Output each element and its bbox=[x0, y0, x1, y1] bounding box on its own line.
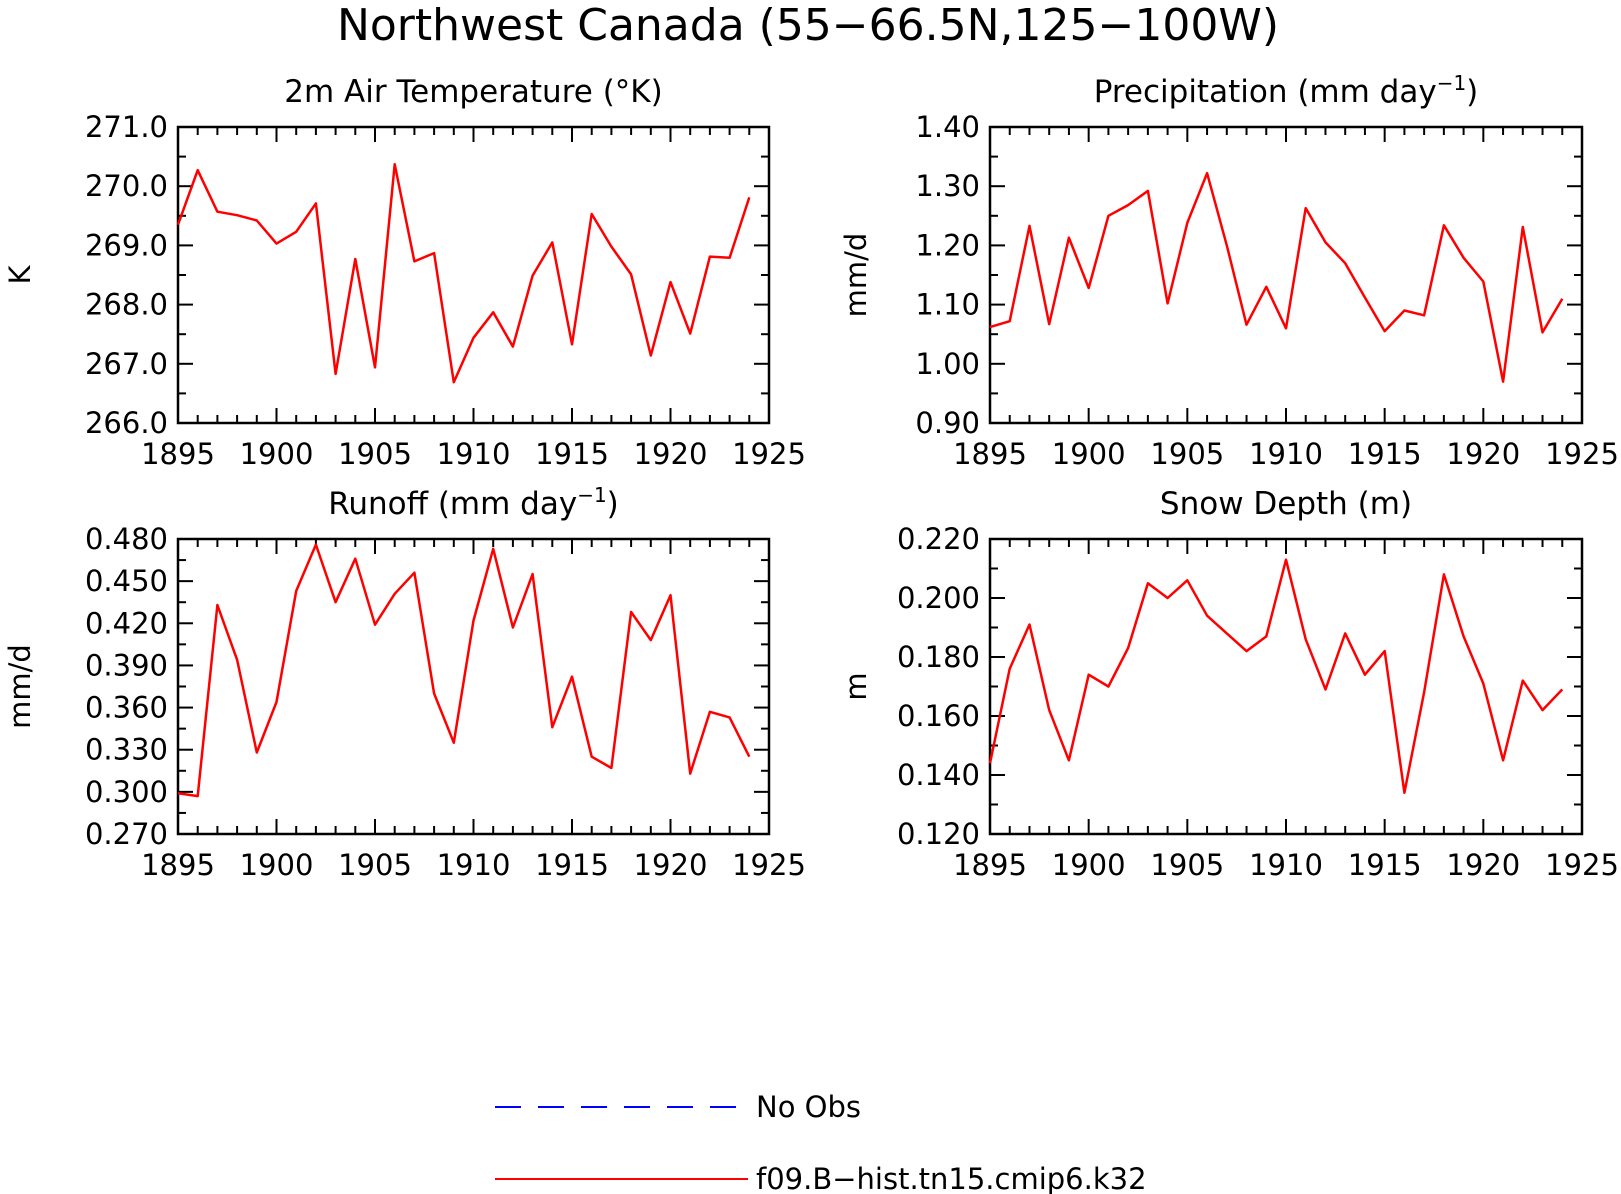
legend-model-label: f09.B−hist.tn15.cmip6.k32 bbox=[756, 1162, 1147, 1194]
x-tick-label: 1920 bbox=[1446, 848, 1520, 882]
y-tick-label: 0.480 bbox=[85, 522, 168, 556]
chart-title: Runoff (mm day−1) bbox=[328, 483, 619, 522]
y-tick-label: 0.90 bbox=[915, 406, 980, 440]
x-tick-label: 1920 bbox=[634, 848, 708, 882]
x-tick-label: 1915 bbox=[535, 437, 609, 471]
x-tick-label: 1915 bbox=[1348, 848, 1422, 882]
plot-frame bbox=[988, 537, 1584, 836]
x-tick-label: 1905 bbox=[338, 437, 412, 471]
plot-frame bbox=[988, 125, 1584, 425]
x-tick-label: 1905 bbox=[1150, 437, 1224, 471]
y-tick-label: 0.270 bbox=[85, 817, 168, 851]
y-tick-label: 0.420 bbox=[85, 606, 168, 640]
plot-frame bbox=[176, 125, 771, 425]
y-tick-label: 0.160 bbox=[897, 699, 980, 733]
chart-title: Snow Depth (m) bbox=[1160, 486, 1412, 522]
x-tick-label: 1895 bbox=[141, 848, 215, 882]
figure-title: Northwest Canada (55−66.5N,125−100W) bbox=[337, 0, 1279, 51]
y-tick-label: 270.0 bbox=[85, 169, 168, 203]
y-tick-label: 0.360 bbox=[85, 691, 168, 725]
y-tick-label: 0.180 bbox=[897, 640, 980, 674]
y-tick-label: 0.120 bbox=[897, 817, 980, 851]
chart-title: 2m Air Temperature (°K) bbox=[284, 74, 662, 110]
x-tick-label: 1895 bbox=[141, 437, 215, 471]
series-line-1 bbox=[177, 543, 751, 798]
chart-panel-4: Snow Depth (m) 1895 1900 1905 1910 1915 1920 19… bbox=[839, 486, 1619, 882]
y-axis-label: mm/d bbox=[3, 644, 37, 729]
y-tick-label: 1.40 bbox=[915, 110, 980, 144]
y-tick-label: 0.390 bbox=[85, 648, 168, 682]
x-tick-label: 1925 bbox=[732, 437, 806, 471]
y-axis-label: m bbox=[839, 672, 873, 700]
x-tick-label: 1900 bbox=[1052, 848, 1126, 882]
legend-obs-label: No Obs bbox=[756, 1090, 861, 1124]
x-tick-label: 1925 bbox=[732, 848, 806, 882]
x-tick-label: 1910 bbox=[437, 848, 511, 882]
chart-panel-2: Precipitation (mm day−1) 1895 1900 1905 1910… bbox=[839, 71, 1619, 471]
series-line-1 bbox=[989, 171, 1564, 383]
x-tick-label: 1925 bbox=[1545, 437, 1619, 471]
panels: 2m Air Temperature (°K) 1895 1900 1905 1910 1… bbox=[3, 71, 1619, 882]
x-tick-label: 1900 bbox=[240, 848, 314, 882]
y-tick-label: 267.0 bbox=[85, 347, 168, 381]
y-tick-label: 1.10 bbox=[915, 288, 980, 322]
x-tick-label: 1910 bbox=[437, 437, 511, 471]
x-tick-label: 1920 bbox=[1446, 437, 1520, 471]
legend: No Obs f09.B−hist.tn15.cmip6.k32 bbox=[495, 1090, 1147, 1194]
y-tick-label: 0.220 bbox=[897, 522, 980, 556]
y-axis-label: mm/d bbox=[839, 233, 873, 318]
x-tick-label: 1900 bbox=[240, 437, 314, 471]
chart-panel-1: 2m Air Temperature (°K) 1895 1900 1905 1910 1… bbox=[3, 74, 806, 471]
y-tick-label: 266.0 bbox=[85, 406, 168, 440]
y-tick-label: 1.00 bbox=[915, 347, 980, 381]
y-tick-label: 271.0 bbox=[85, 110, 168, 144]
x-tick-label: 1925 bbox=[1545, 848, 1619, 882]
y-tick-label: 0.300 bbox=[85, 775, 168, 809]
y-tick-label: 0.450 bbox=[85, 564, 168, 598]
x-tick-label: 1905 bbox=[338, 848, 412, 882]
series-line-1 bbox=[988, 558, 1564, 794]
y-tick-label: 1.20 bbox=[915, 228, 980, 262]
y-tick-label: 269.0 bbox=[85, 228, 168, 262]
x-tick-label: 1895 bbox=[953, 437, 1027, 471]
x-tick-label: 1910 bbox=[1249, 848, 1323, 882]
y-tick-label: 268.0 bbox=[85, 288, 168, 322]
x-tick-label: 1920 bbox=[634, 437, 708, 471]
chart-panel-3: Runoff (mm day−1) 1895 1900 1905 1910 1915 192… bbox=[3, 483, 806, 882]
y-tick-label: 0.140 bbox=[897, 758, 980, 792]
y-tick-label: 0.200 bbox=[897, 581, 980, 615]
x-tick-label: 1905 bbox=[1150, 848, 1224, 882]
x-tick-label: 1915 bbox=[1348, 437, 1422, 471]
y-tick-label: 1.30 bbox=[915, 169, 980, 203]
x-tick-label: 1900 bbox=[1052, 437, 1126, 471]
chart-title: Precipitation (mm day−1) bbox=[1094, 71, 1479, 110]
y-axis-label: K bbox=[3, 265, 37, 285]
x-tick-label: 1895 bbox=[953, 848, 1027, 882]
x-tick-label: 1910 bbox=[1249, 437, 1323, 471]
y-tick-label: 0.330 bbox=[85, 733, 168, 767]
series-line-1 bbox=[176, 163, 751, 384]
x-tick-label: 1915 bbox=[535, 848, 609, 882]
